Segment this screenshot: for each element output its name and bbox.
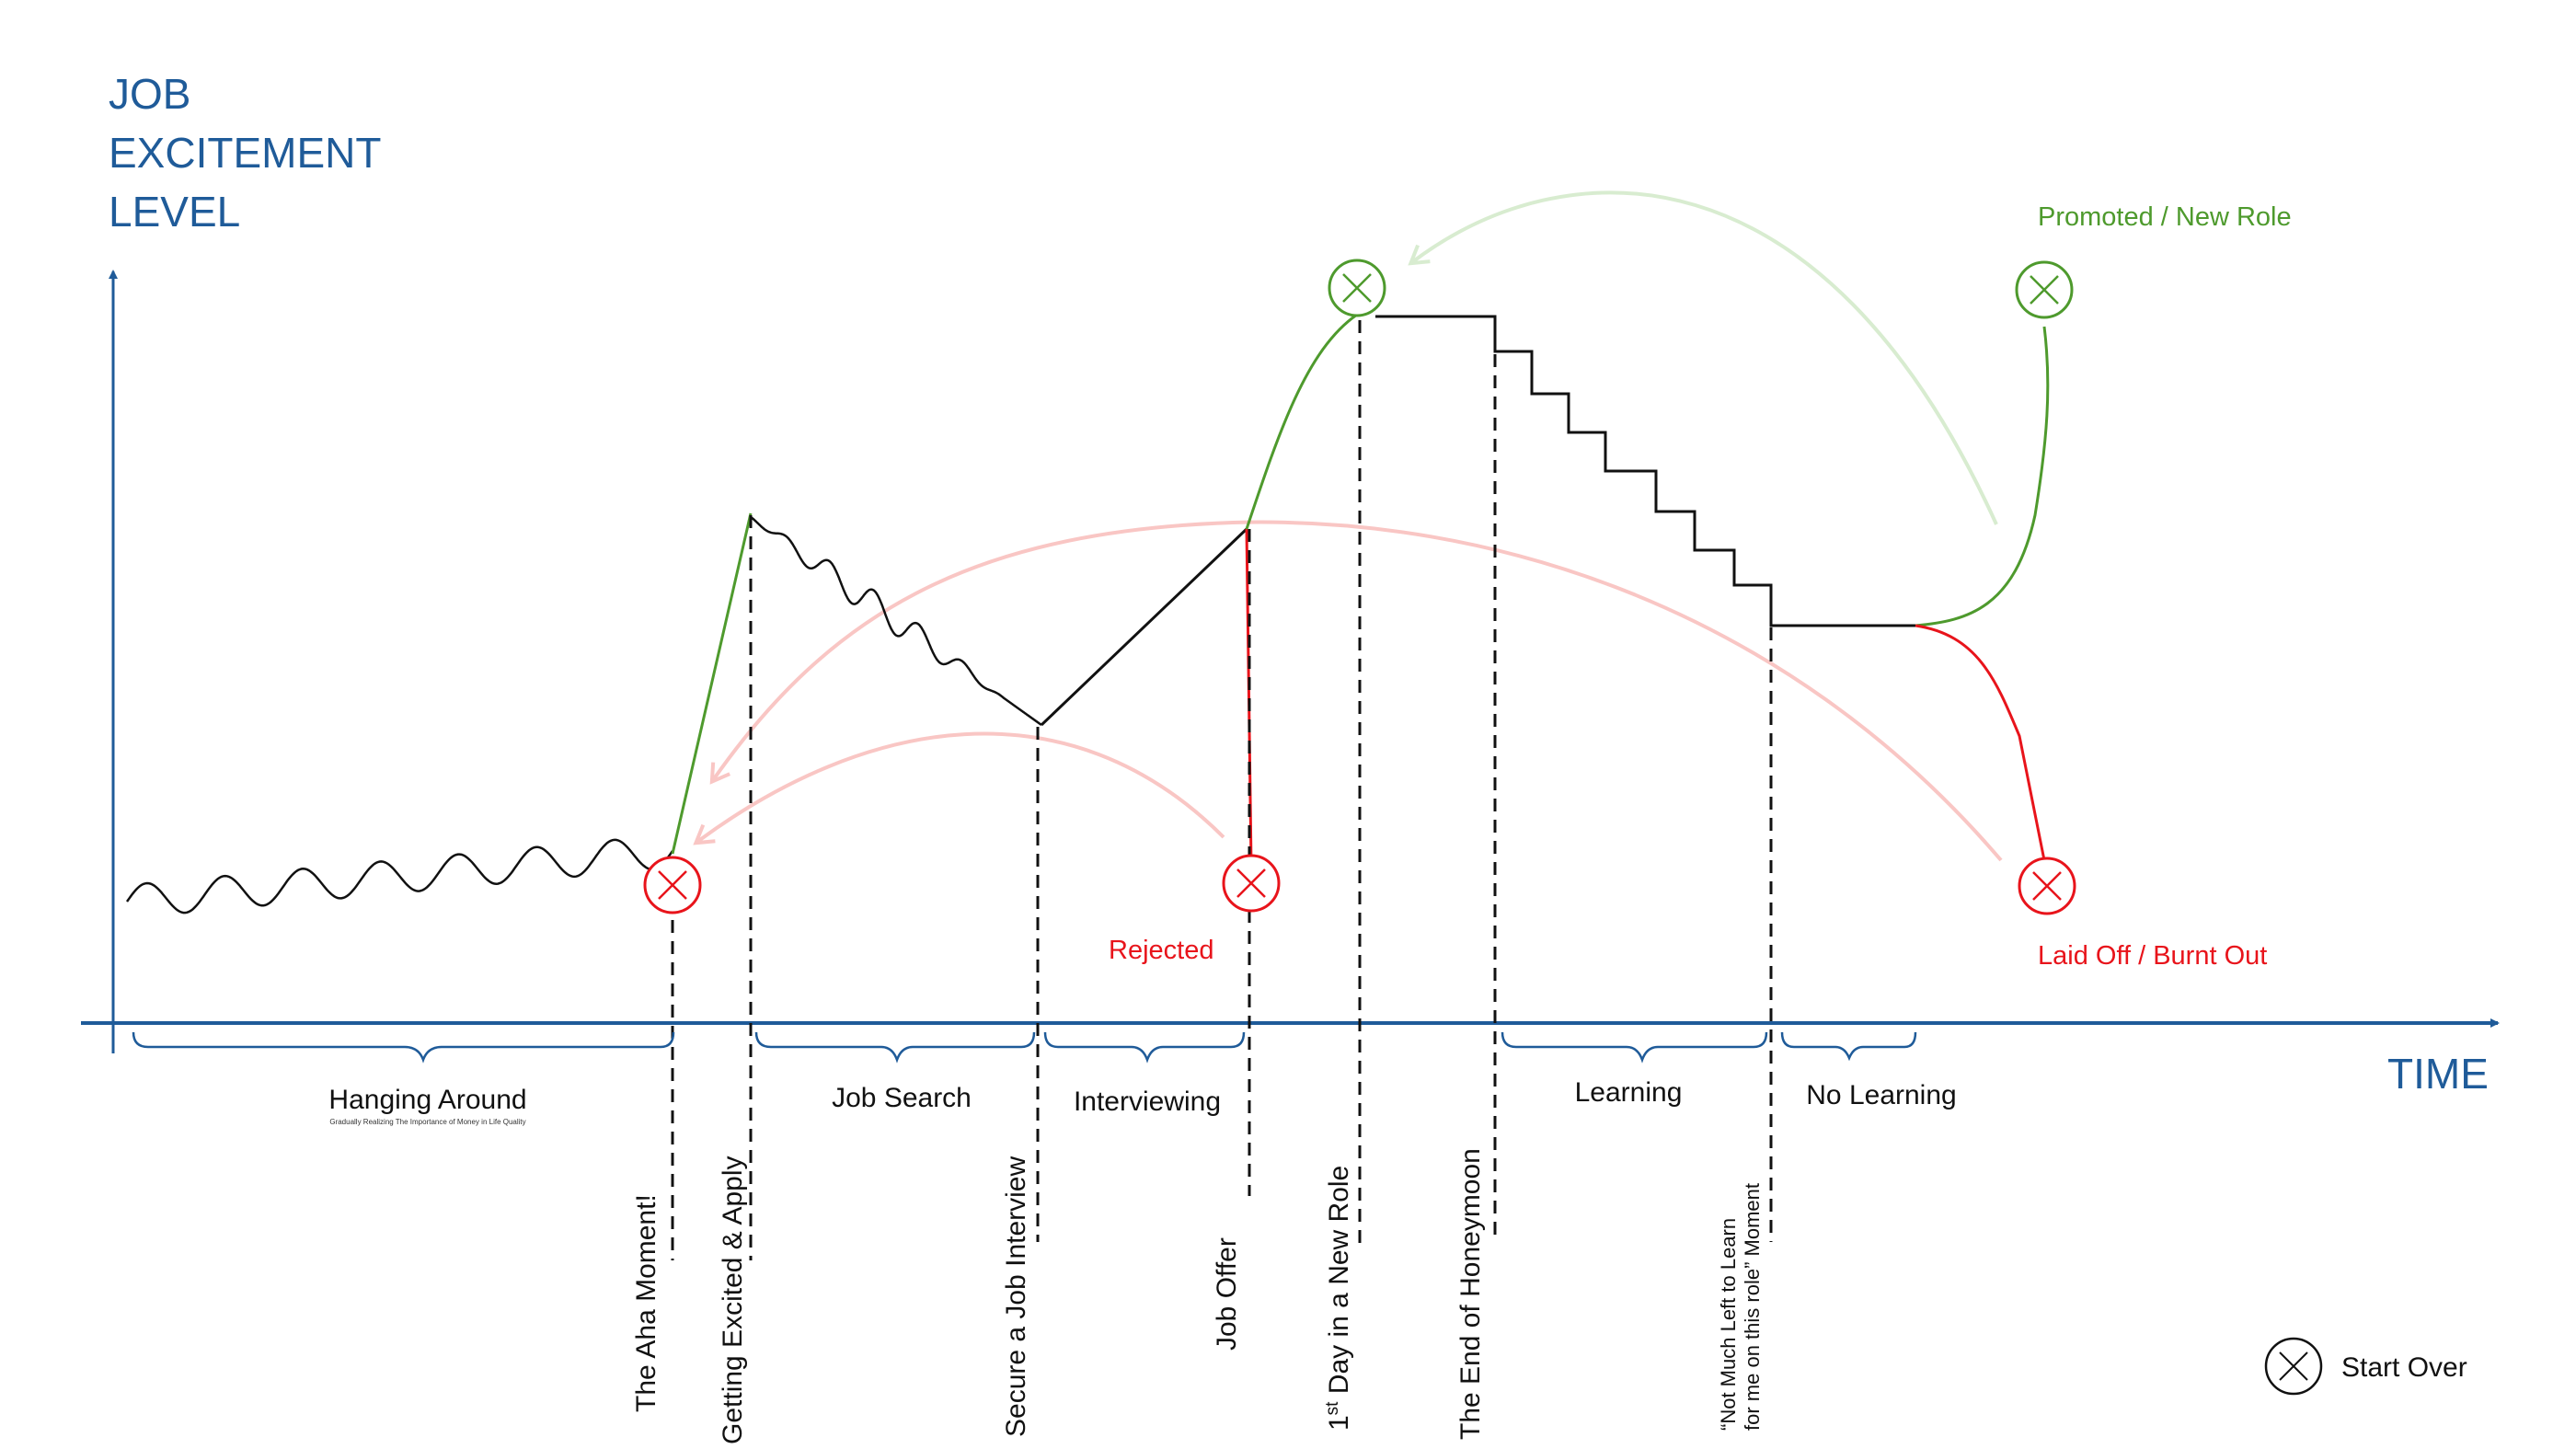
new-role-start-marker — [1328, 259, 1386, 317]
y-title-line-2: EXCITEMENT — [109, 129, 381, 177]
learning-staircase — [1375, 315, 1915, 627]
phase-hanging-around-subtitle: Gradually Realizing The Importance of Mo… — [329, 1118, 525, 1126]
rejected-start-over-marker — [1222, 854, 1281, 913]
milestone-first-day: 1st Day in a New Role — [1323, 1166, 1354, 1431]
brace-job-search — [754, 1031, 1036, 1064]
start-over-icon — [2264, 1337, 2323, 1396]
laidoff-start-over-marker — [2018, 857, 2076, 915]
brace-no-learning — [1780, 1031, 1917, 1062]
milestone-aha: The Aha Moment! — [631, 1194, 661, 1412]
promoted-label: Promoted / New Role — [2038, 202, 2292, 232]
layoff-drop — [1915, 624, 2046, 861]
rejected-label: Rejected — [1109, 936, 1213, 965]
hanging-around-wave — [125, 838, 674, 914]
milestone-excited: Getting Excited & Apply — [718, 1156, 748, 1444]
promoted-start-over-marker — [2015, 260, 2074, 319]
milestone-not-much-line-1: “Not Much Left to Learn — [1717, 1218, 1740, 1431]
brace-hanging-around — [132, 1031, 675, 1064]
legend-start-over: Start Over — [2341, 1352, 2467, 1383]
phase-job-search: Job Search — [832, 1083, 972, 1113]
aha-start-over-marker — [643, 856, 702, 914]
promotion-rise — [1915, 326, 2050, 627]
promoted-return-arrow — [1408, 190, 1998, 525]
laid-off-label: Laid Off / Burnt Out — [2038, 941, 2267, 971]
offer-rise — [1245, 313, 1358, 530]
phase-learning: Learning — [1575, 1077, 1683, 1108]
phase-no-learning: No Learning — [1806, 1080, 1956, 1110]
brace-learning — [1501, 1031, 1768, 1064]
milestone-honeymoon: The End of Honeymoon — [1455, 1148, 1486, 1440]
milestone-dashes — [671, 320, 1773, 1260]
milestone-offer: Job Offer — [1212, 1237, 1242, 1351]
brace-interviewing — [1043, 1031, 1246, 1064]
x-axis-title: TIME — [2387, 1050, 2489, 1098]
legend: Start Over — [2264, 1337, 2467, 1396]
phase-interviewing: Interviewing — [1074, 1087, 1221, 1117]
phase-hanging-around: Hanging Around — [328, 1085, 526, 1115]
interview-climb — [1040, 527, 1248, 727]
laidoff-return-arrow — [709, 520, 2003, 862]
y-title-line-1: JOB — [109, 70, 190, 118]
y-axis-title: JOB EXCITEMENT LEVEL — [109, 70, 381, 236]
phase-braces — [132, 1031, 1917, 1064]
y-title-line-3: LEVEL — [109, 188, 240, 236]
milestone-not-much-line-2: for me on this role” Moment — [1741, 1183, 1764, 1431]
milestone-secure: Secure a Job Interview — [1001, 1156, 1031, 1437]
job-search-decline-wave — [750, 515, 1042, 727]
excitement-rise — [671, 512, 753, 855]
rejected-return-arrow — [693, 731, 1225, 845]
